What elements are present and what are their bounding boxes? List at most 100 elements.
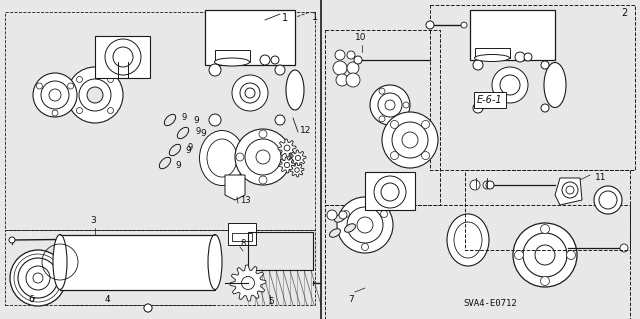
- Ellipse shape: [286, 70, 304, 110]
- Bar: [232, 233, 252, 241]
- Text: 6: 6: [28, 295, 34, 304]
- Polygon shape: [290, 163, 304, 177]
- Circle shape: [566, 250, 575, 259]
- Circle shape: [422, 152, 429, 160]
- Text: SVA4-E0712: SVA4-E0712: [463, 299, 517, 308]
- Text: 10: 10: [355, 33, 367, 42]
- Circle shape: [382, 112, 438, 168]
- Circle shape: [76, 108, 83, 114]
- Ellipse shape: [159, 157, 171, 169]
- Circle shape: [108, 108, 113, 114]
- Text: 4: 4: [105, 295, 111, 304]
- Circle shape: [241, 277, 255, 290]
- Circle shape: [245, 139, 281, 175]
- Text: E-6-1: E-6-1: [477, 95, 503, 105]
- Circle shape: [76, 77, 83, 82]
- Circle shape: [385, 100, 395, 110]
- Circle shape: [535, 245, 555, 265]
- Circle shape: [259, 130, 267, 138]
- Circle shape: [515, 250, 524, 259]
- Text: 11: 11: [595, 173, 607, 182]
- Circle shape: [473, 103, 483, 113]
- Circle shape: [271, 56, 279, 64]
- Circle shape: [347, 207, 383, 243]
- Circle shape: [79, 79, 111, 111]
- Circle shape: [209, 114, 221, 126]
- Text: 12: 12: [300, 126, 312, 135]
- Polygon shape: [279, 157, 295, 173]
- Circle shape: [333, 61, 347, 75]
- Text: 9: 9: [193, 116, 199, 125]
- Circle shape: [295, 168, 300, 172]
- Circle shape: [9, 237, 15, 243]
- Circle shape: [52, 110, 58, 116]
- Bar: [60, 235, 215, 290]
- Ellipse shape: [344, 224, 355, 232]
- Text: 13: 13: [240, 196, 251, 205]
- Circle shape: [378, 93, 402, 117]
- Circle shape: [513, 223, 577, 287]
- Circle shape: [342, 211, 349, 218]
- Text: 9: 9: [182, 114, 188, 122]
- Circle shape: [113, 47, 133, 67]
- Circle shape: [236, 153, 244, 161]
- Ellipse shape: [544, 63, 566, 108]
- Ellipse shape: [200, 130, 244, 186]
- Circle shape: [33, 73, 77, 117]
- Ellipse shape: [454, 222, 482, 258]
- Text: 7: 7: [348, 295, 354, 304]
- Polygon shape: [225, 175, 245, 200]
- Circle shape: [426, 21, 434, 29]
- Circle shape: [259, 176, 267, 184]
- Circle shape: [354, 56, 362, 64]
- Circle shape: [470, 180, 480, 190]
- Circle shape: [362, 243, 369, 250]
- Ellipse shape: [207, 139, 237, 177]
- Circle shape: [296, 155, 301, 160]
- Circle shape: [275, 65, 285, 75]
- Circle shape: [599, 191, 617, 209]
- Polygon shape: [230, 265, 266, 301]
- Circle shape: [337, 197, 393, 253]
- Text: 9: 9: [195, 127, 200, 136]
- Text: 3: 3: [90, 216, 96, 225]
- Circle shape: [347, 62, 359, 74]
- Circle shape: [335, 50, 345, 60]
- Text: 1: 1: [312, 12, 318, 22]
- Ellipse shape: [208, 234, 222, 290]
- Circle shape: [390, 121, 399, 129]
- Circle shape: [284, 145, 290, 151]
- Polygon shape: [555, 178, 582, 205]
- Circle shape: [370, 85, 410, 125]
- Bar: [248, 232, 313, 270]
- Text: 9: 9: [175, 161, 180, 170]
- Circle shape: [26, 266, 50, 290]
- Circle shape: [403, 102, 409, 108]
- Circle shape: [541, 104, 549, 112]
- Circle shape: [541, 225, 550, 234]
- Circle shape: [68, 83, 74, 89]
- Ellipse shape: [53, 234, 67, 290]
- Circle shape: [422, 121, 429, 129]
- Circle shape: [523, 233, 567, 277]
- Circle shape: [483, 181, 491, 189]
- Circle shape: [379, 88, 385, 94]
- Bar: [475, 48, 510, 58]
- Text: 9: 9: [200, 129, 205, 138]
- Ellipse shape: [474, 55, 509, 62]
- Circle shape: [381, 183, 399, 201]
- Bar: [228, 223, 256, 245]
- Text: 9: 9: [187, 144, 192, 152]
- Ellipse shape: [447, 214, 489, 266]
- Circle shape: [486, 181, 494, 189]
- Text: 2: 2: [621, 8, 628, 18]
- Bar: [215, 50, 250, 62]
- Circle shape: [374, 176, 406, 208]
- Circle shape: [327, 210, 337, 220]
- Ellipse shape: [164, 114, 176, 126]
- Circle shape: [381, 211, 388, 218]
- Circle shape: [336, 74, 348, 86]
- Circle shape: [594, 186, 622, 214]
- Circle shape: [87, 87, 103, 103]
- Circle shape: [260, 55, 270, 65]
